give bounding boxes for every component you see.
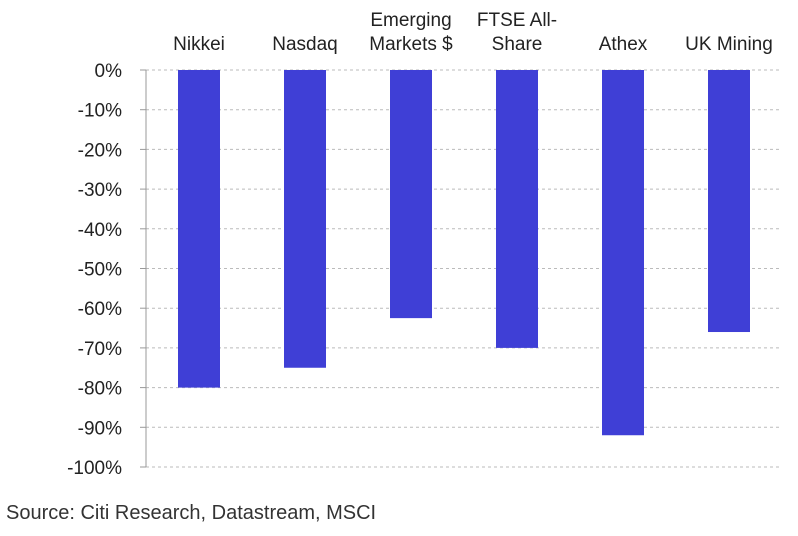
category-label: Share [492,34,543,55]
bar [496,70,538,348]
category-label: FTSE All- [477,10,557,31]
bar [178,70,220,388]
category-label: Nasdaq [272,34,338,55]
category-label: Markets $ [369,34,453,55]
y-tick-label: -30% [78,180,122,201]
gridlines [146,69,782,468]
bar [390,70,432,319]
y-axis-tick-labels: 0% -10% -20% -30% -40% -50% -60% -70% -80% -90% -1… [67,61,146,479]
y-tick-label: -10% [78,101,122,122]
y-tick-label: -70% [78,339,122,360]
category-label: UK Mining [685,34,773,55]
y-tick-label: -60% [78,299,122,320]
bar [602,70,644,436]
bar [708,70,750,333]
y-tick-label: -50% [78,260,122,281]
y-tick-label: -90% [78,418,122,439]
bars [178,70,750,436]
y-tick-label: -100% [67,458,122,479]
bar [284,70,326,368]
y-tick-label: -80% [78,379,122,400]
category-label: Nikkei [173,34,225,55]
y-tick-label: 0% [95,61,123,82]
y-tick-label: -40% [78,220,122,241]
category-label: Emerging [370,10,451,31]
y-tick-label: -20% [78,140,122,161]
category-labels: Nikkei Nasdaq Emerging Markets $ FTSE All- Sh… [173,10,773,55]
source-note: Source: Citi Research, Datastream, MSCI [6,502,377,524]
category-label: Athex [599,34,648,55]
